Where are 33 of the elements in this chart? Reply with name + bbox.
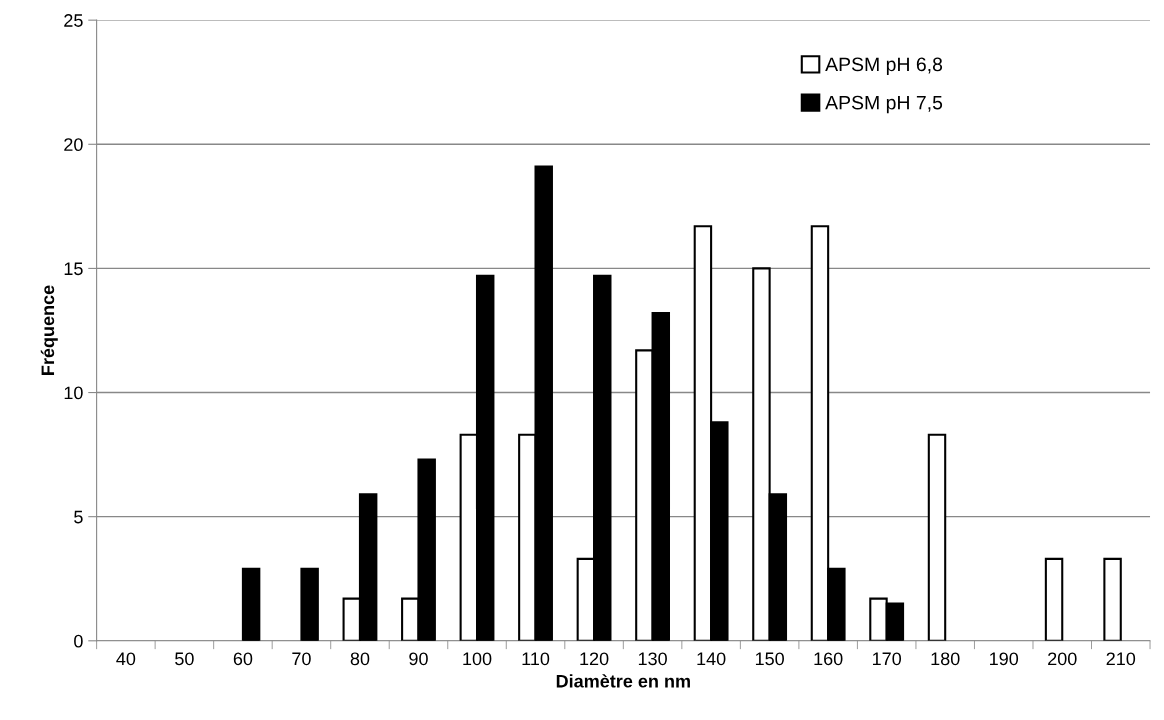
legend-label: APSM pH 6,8 bbox=[825, 57, 943, 76]
x-tick-label: 130 bbox=[638, 652, 667, 666]
bar bbox=[300, 567, 319, 641]
x-tick-label: 90 bbox=[409, 652, 428, 666]
x-tick-label: 180 bbox=[931, 652, 960, 666]
x-tick-label: 160 bbox=[814, 652, 843, 666]
x-tick-label: 170 bbox=[872, 652, 902, 666]
x-tick-label: 140 bbox=[697, 652, 726, 666]
x-tick-label: 110 bbox=[522, 652, 550, 666]
x-tick-label: 210 bbox=[1106, 652, 1136, 666]
y-tick-label: 0 bbox=[74, 634, 83, 648]
x-tick-label: 100 bbox=[463, 652, 492, 666]
x-tick-label: 40 bbox=[116, 652, 136, 666]
x-axis-title: Diamètre en nm bbox=[556, 674, 690, 688]
x-tick-label: 150 bbox=[755, 652, 784, 666]
y-tick-label: 15 bbox=[64, 262, 83, 276]
x-tick-label: 50 bbox=[175, 652, 194, 666]
y-tick-label: 20 bbox=[64, 138, 83, 152]
y-tick-label: 5 bbox=[74, 510, 83, 524]
x-tick-label: 200 bbox=[1048, 652, 1077, 666]
x-tick-label: 120 bbox=[580, 652, 609, 666]
bar bbox=[1103, 557, 1122, 641]
y-axis-title: Fréquence bbox=[40, 285, 58, 375]
bar bbox=[927, 433, 947, 641]
legend-label: APSM pH 7,5 bbox=[825, 95, 943, 114]
x-tick-label: 190 bbox=[990, 652, 1019, 666]
y-tick-label: 10 bbox=[64, 386, 83, 400]
x-tick-label: 80 bbox=[350, 652, 370, 666]
bar bbox=[1044, 557, 1064, 641]
y-tick-label: 25 bbox=[64, 14, 83, 27]
bar bbox=[241, 567, 261, 641]
x-tick-label: 70 bbox=[292, 652, 311, 666]
x-tick-label: 60 bbox=[233, 652, 253, 666]
